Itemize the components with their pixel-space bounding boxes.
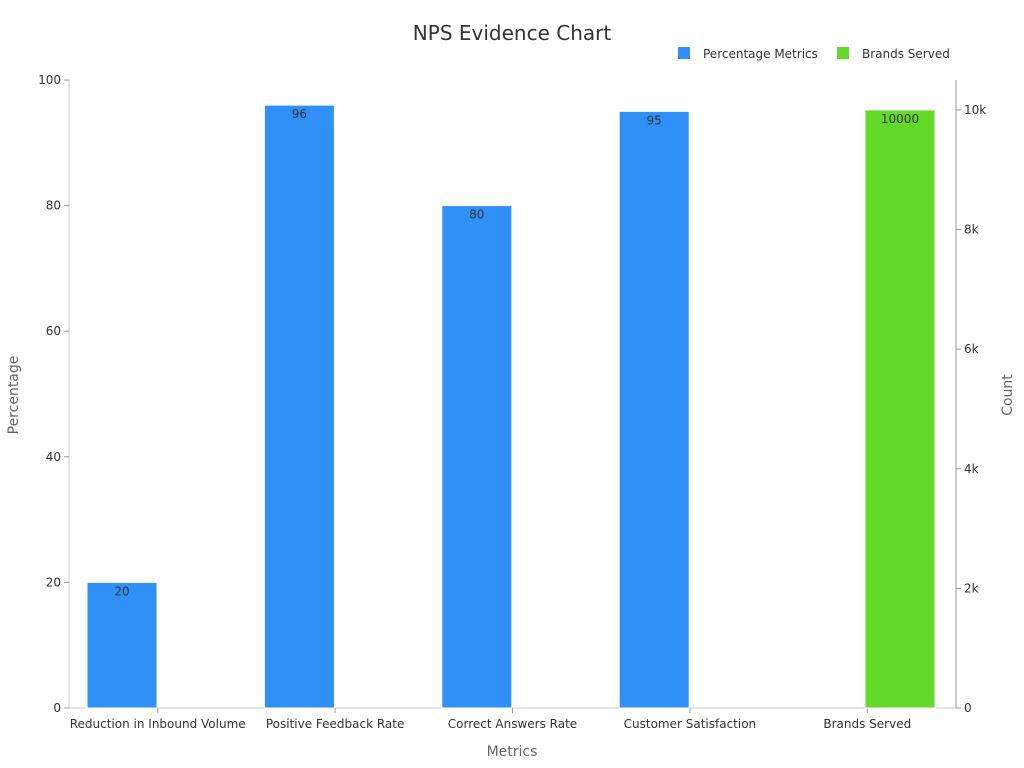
y2-tick-label: 0 (964, 701, 972, 715)
y2-tick-label: 8k (964, 223, 979, 237)
legend: Percentage Metrics Brands Served (678, 47, 950, 61)
y2-tick-label: 6k (964, 342, 979, 356)
y2-tick-label: 2k (964, 581, 979, 595)
data-label: 10000 (881, 112, 919, 126)
chart-title: NPS Evidence Chart (413, 21, 612, 45)
data-label: 20 (114, 584, 129, 598)
legend-swatch (678, 47, 690, 59)
x-axis-title: Metrics (487, 744, 538, 760)
bar-percentage-metrics (263, 104, 335, 709)
y2-axis-title: Count (1000, 374, 1016, 416)
y-tick-label: 100 (38, 73, 61, 87)
legend-label: Brands Served (862, 47, 950, 61)
bar-percentage-metrics (441, 205, 513, 709)
x-tick-label: Reduction in Inbound Volume (70, 717, 246, 731)
x-tick-label: Positive Feedback Rate (266, 717, 405, 731)
data-label: 96 (292, 107, 307, 121)
x-tick-label: Brands Served (823, 717, 911, 731)
data-label: 95 (647, 113, 662, 127)
y-tick-label: 20 (46, 575, 61, 589)
y-tick-label: 60 (46, 324, 61, 338)
bar-brands-served (864, 109, 936, 709)
y2-tick-label: 4k (964, 462, 979, 476)
x-tick-label: Customer Satisfaction (624, 717, 757, 731)
axes: 0 20 40 60 80 100 0 2k 4k 6k 8k 10k Reduction in Inb… (38, 73, 986, 731)
x-tick-label: Correct Answers Rate (448, 717, 577, 731)
bar-percentage-metrics (86, 581, 158, 709)
y-tick-label: 40 (46, 450, 61, 464)
y-tick-label: 0 (53, 701, 61, 715)
y-axis-title: Percentage (6, 356, 22, 435)
legend-swatch (837, 47, 849, 59)
bars (86, 104, 936, 709)
data-labels: 20 96 80 95 10000 (114, 107, 919, 598)
data-label: 80 (469, 208, 484, 222)
y2-tick-label: 10k (964, 103, 986, 117)
y-tick-label: 80 (46, 199, 61, 213)
bar-percentage-metrics (618, 110, 690, 709)
legend-label: Percentage Metrics (703, 47, 818, 61)
